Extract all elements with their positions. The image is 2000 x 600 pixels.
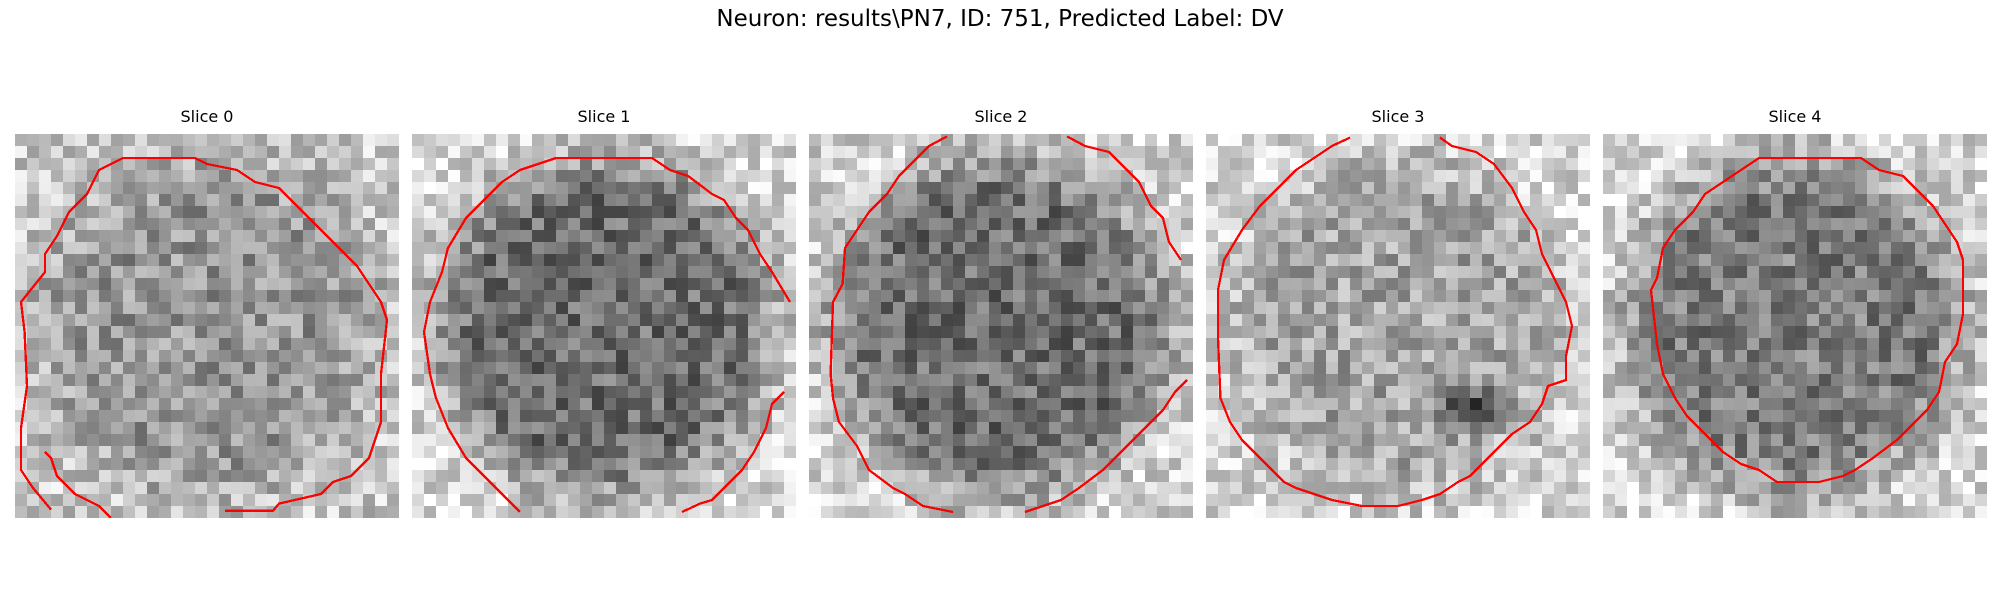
segmentation-contour	[682, 392, 784, 512]
slice-title: Slice 3	[1371, 107, 1425, 126]
segmentation-contour	[1651, 158, 1963, 482]
slice-image	[1206, 134, 1590, 518]
slice-panel-4: Slice 4	[1603, 107, 1987, 518]
slice-image	[15, 134, 399, 518]
slice-panel-3: Slice 3	[1206, 107, 1590, 518]
segmentation-contour	[45, 452, 111, 518]
segmentation-contour	[1218, 138, 1572, 506]
slice-image	[1603, 134, 1987, 518]
slice-image	[412, 134, 796, 518]
slice-title: Slice 4	[1768, 107, 1822, 126]
grayscale-pixel-grid	[1206, 134, 1590, 518]
slice-panel-2: Slice 2	[809, 107, 1193, 518]
slice-panel-0: Slice 0	[15, 107, 399, 518]
grayscale-pixel-grid	[15, 134, 399, 518]
slice-title: Slice 0	[180, 107, 234, 126]
grayscale-pixel-grid	[1603, 134, 1987, 518]
slice-title: Slice 1	[577, 107, 631, 126]
grayscale-pixel-grid	[412, 134, 796, 518]
slice-panel-1: Slice 1	[412, 107, 796, 518]
slice-image	[809, 134, 1193, 518]
segmentation-contour	[21, 158, 387, 511]
segmentation-contour	[1025, 380, 1187, 512]
segmentation-contour	[831, 136, 953, 512]
slice-title: Slice 2	[974, 107, 1028, 126]
segmentation-contour	[1067, 136, 1181, 260]
figure-title: Neuron: results\PN7, ID: 751, Predicted …	[716, 6, 1284, 32]
segmentation-contour	[424, 158, 790, 512]
grayscale-pixel-grid	[809, 134, 1193, 518]
